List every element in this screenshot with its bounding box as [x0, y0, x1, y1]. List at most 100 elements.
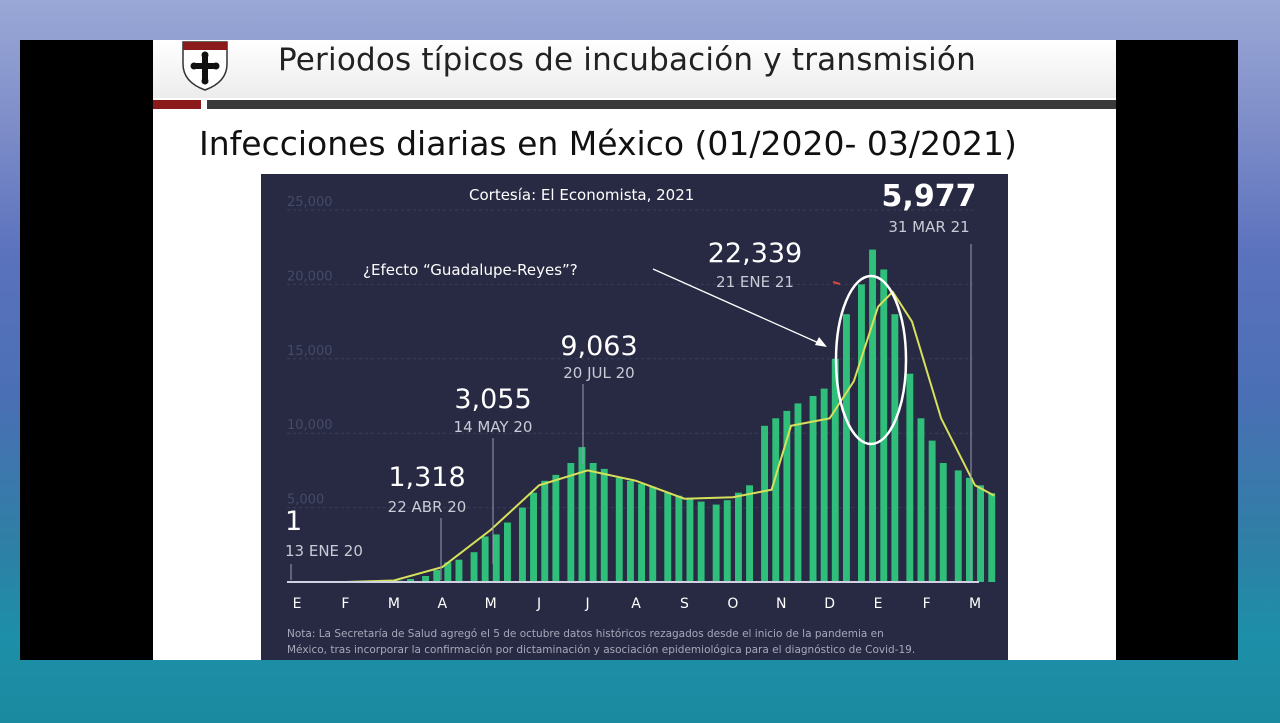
bar — [567, 463, 575, 582]
annotation-value: 22,339 — [708, 238, 802, 269]
bar — [794, 403, 802, 582]
x-tick-label: A — [438, 596, 448, 612]
x-tick-label: M — [969, 596, 981, 612]
bar — [481, 536, 489, 582]
note-line-1: Nota: La Secretaría de Salud agregó el 5… — [287, 628, 884, 640]
x-tick-label: F — [923, 596, 931, 612]
bar — [917, 418, 925, 582]
x-tick-label: N — [776, 596, 786, 612]
x-tick-label: D — [824, 596, 835, 612]
annotation-date: 21 ENE 21 — [716, 273, 794, 291]
daily-infections-chart: 5,000 10,000 15,000 20,000 25,000 E F M A M J J A S O… — [285, 179, 996, 656]
chart-credit: Cortesía: El Economista, 2021 — [469, 186, 694, 204]
callout-arrowhead — [815, 337, 827, 347]
bar — [504, 522, 511, 582]
callout-arrow — [652, 268, 822, 345]
header-rule — [207, 100, 1116, 109]
bar — [880, 269, 888, 582]
x-tick-label: A — [631, 596, 641, 612]
annotation-date: 13 ENE 20 — [285, 542, 363, 560]
x-tick-label: F — [341, 596, 349, 612]
bar — [869, 249, 876, 582]
bar — [966, 477, 973, 582]
x-tick-label: E — [293, 596, 302, 612]
slide-title: Periodos típicos de incubación y transmi… — [278, 42, 976, 78]
bar — [589, 463, 597, 582]
annotation-value: 1 — [285, 506, 302, 537]
callout-label: ¿Efecto “Guadalupe-Reyes”? — [363, 261, 578, 279]
header-bar-gap — [201, 100, 207, 109]
x-tick-label: J — [585, 596, 590, 612]
bar — [407, 579, 414, 582]
presentation-slide: Periodos típicos de incubación y transmi… — [153, 40, 1116, 660]
bar — [638, 483, 645, 582]
bar — [988, 493, 996, 582]
y-tick-label: 10,000 — [287, 418, 333, 433]
bar — [433, 570, 441, 582]
bar — [831, 358, 839, 582]
annotation-value: 1,318 — [388, 462, 465, 493]
x-tick-label: M — [485, 596, 497, 612]
university-crest-icon — [182, 41, 228, 91]
bar — [455, 559, 463, 582]
annotation-date: 22 ABR 20 — [388, 498, 467, 516]
bar — [735, 492, 742, 582]
x-tick-label: M — [388, 596, 400, 612]
bar — [530, 492, 537, 582]
bar — [761, 425, 768, 582]
bar — [954, 470, 962, 582]
peak-marker — [832, 281, 841, 285]
x-tick-label: E — [874, 596, 883, 612]
x-tick-label: O — [727, 596, 738, 612]
bar — [600, 468, 608, 582]
chart-panel: 5,000 10,000 15,000 20,000 25,000 E F M A M J J A S O… — [261, 174, 1008, 660]
bar — [422, 576, 429, 582]
bar — [772, 418, 780, 582]
annotation-value: 9,063 — [560, 331, 637, 362]
bar — [444, 562, 452, 582]
bar — [615, 477, 623, 582]
bar — [649, 486, 657, 582]
y-tick-label: 5,000 — [287, 493, 324, 508]
annotation-value: 3,055 — [454, 384, 531, 415]
peak-highlight-ellipse — [834, 274, 908, 446]
bar — [578, 447, 586, 582]
note-line-2: México, tras incorporar la confirmación … — [287, 644, 915, 656]
bar — [627, 480, 634, 582]
bar — [858, 284, 865, 582]
y-tick-label: 25,000 — [287, 195, 333, 210]
bar — [552, 474, 560, 582]
chart-headline: Infecciones diarias en México (01/2020- … — [199, 124, 1017, 163]
annotation-date: 14 MAY 20 — [454, 418, 533, 436]
bar — [723, 500, 731, 582]
bar — [697, 501, 705, 582]
bar — [843, 314, 850, 582]
annotation-date: 20 JUL 20 — [563, 364, 634, 382]
bar — [939, 463, 947, 582]
annotation-value: 5,977 — [882, 179, 977, 214]
slide-header: Periodos típicos de incubación y transmi… — [153, 40, 1116, 98]
bar — [686, 498, 694, 582]
bar — [746, 485, 753, 582]
annotation-date: 31 MAR 21 — [888, 218, 969, 236]
x-tick-label: S — [680, 596, 689, 612]
y-tick-label: 20,000 — [287, 269, 333, 284]
y-tick-label: 15,000 — [287, 344, 333, 359]
bar — [664, 492, 672, 582]
bar — [891, 314, 899, 582]
bar — [675, 495, 683, 582]
bar — [492, 534, 500, 582]
bar — [470, 552, 478, 582]
bar — [928, 440, 936, 582]
header-accent-bar — [153, 100, 201, 109]
trend-line — [297, 290, 995, 583]
bar — [809, 396, 817, 582]
bar — [783, 410, 791, 582]
bar — [820, 388, 828, 582]
x-tick-label: J — [536, 596, 541, 612]
bar — [541, 480, 549, 582]
bar — [977, 485, 984, 582]
bar — [712, 504, 720, 582]
bar — [906, 373, 914, 582]
bar — [519, 507, 526, 582]
